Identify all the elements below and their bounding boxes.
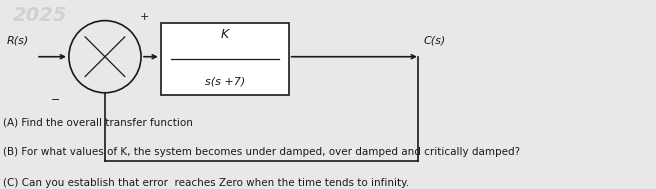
Text: (A) Find the overall transfer function: (A) Find the overall transfer function bbox=[3, 117, 193, 127]
Text: C(s): C(s) bbox=[423, 36, 445, 46]
Bar bbox=[161, 23, 289, 94]
Text: −: − bbox=[51, 95, 60, 105]
Text: +: + bbox=[140, 12, 149, 22]
Text: s(s +7): s(s +7) bbox=[205, 76, 245, 86]
Text: R(s): R(s) bbox=[7, 36, 29, 46]
Text: K: K bbox=[220, 28, 229, 40]
Text: (B) For what values of K, the system becomes under damped, over damped and criti: (B) For what values of K, the system bec… bbox=[3, 147, 520, 157]
Text: (C) Can you establish that error  reaches Zero when the time tends to infinity.: (C) Can you establish that error reaches… bbox=[3, 178, 409, 188]
Text: 2025: 2025 bbox=[13, 6, 68, 25]
